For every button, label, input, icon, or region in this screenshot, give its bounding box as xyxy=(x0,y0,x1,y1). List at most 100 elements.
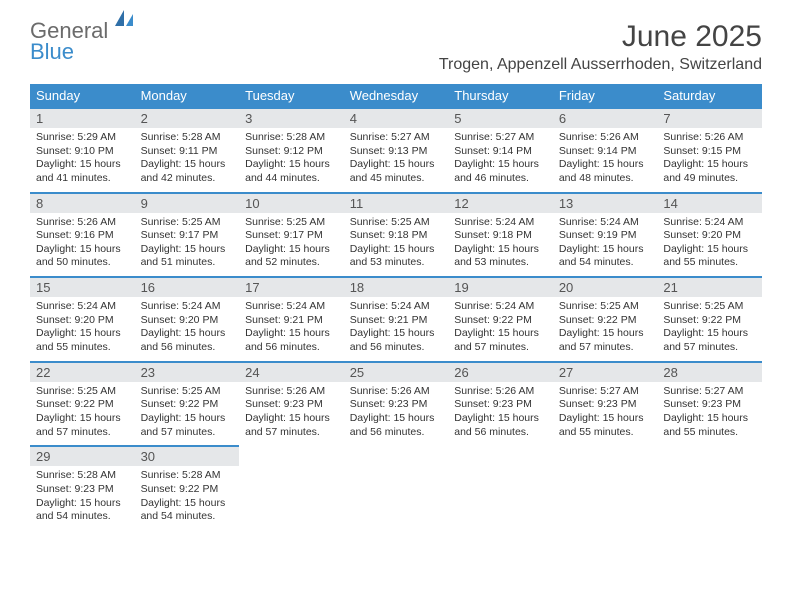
sunrise-text: Sunrise: 5:24 AM xyxy=(36,300,129,314)
daylight-text: Daylight: 15 hours and 48 minutes. xyxy=(559,158,652,185)
calendar-cell: 13Sunrise: 5:24 AMSunset: 9:19 PMDayligh… xyxy=(553,192,658,277)
day-number: 19 xyxy=(448,276,553,297)
day-number: 11 xyxy=(344,192,449,213)
daylight-text: Daylight: 15 hours and 50 minutes. xyxy=(36,243,129,270)
weekday-header: Thursday xyxy=(448,84,553,107)
calendar-cell: 11Sunrise: 5:25 AMSunset: 9:18 PMDayligh… xyxy=(344,192,449,277)
sunset-text: Sunset: 9:21 PM xyxy=(350,314,443,328)
calendar-cell: 4Sunrise: 5:27 AMSunset: 9:13 PMDaylight… xyxy=(344,107,449,192)
calendar-cell: 15Sunrise: 5:24 AMSunset: 9:20 PMDayligh… xyxy=(30,276,135,361)
sunrise-text: Sunrise: 5:26 AM xyxy=(454,385,547,399)
sunrise-text: Sunrise: 5:24 AM xyxy=(663,216,756,230)
calendar-cell: .. xyxy=(448,445,553,530)
daylight-text: Daylight: 15 hours and 57 minutes. xyxy=(559,327,652,354)
day-number: 28 xyxy=(657,361,762,382)
day-data: Sunrise: 5:24 AMSunset: 9:21 PMDaylight:… xyxy=(344,297,449,361)
location-subtitle: Trogen, Appenzell Ausserrhoden, Switzerl… xyxy=(439,56,762,74)
sunset-text: Sunset: 9:20 PM xyxy=(663,229,756,243)
daylight-text: Daylight: 15 hours and 54 minutes. xyxy=(559,243,652,270)
logo: General Blue xyxy=(30,20,135,63)
calendar-cell: 20Sunrise: 5:25 AMSunset: 9:22 PMDayligh… xyxy=(553,276,658,361)
weekday-header: Wednesday xyxy=(344,84,449,107)
daylight-text: Daylight: 15 hours and 49 minutes. xyxy=(663,158,756,185)
calendar-cell: 29Sunrise: 5:28 AMSunset: 9:23 PMDayligh… xyxy=(30,445,135,530)
day-number: 30 xyxy=(135,445,240,466)
sunset-text: Sunset: 9:14 PM xyxy=(454,145,547,159)
header: General Blue June 2025 Trogen, Appenzell… xyxy=(0,0,792,74)
calendar-cell: .. xyxy=(344,445,449,530)
sunset-text: Sunset: 9:10 PM xyxy=(36,145,129,159)
sunrise-text: Sunrise: 5:24 AM xyxy=(559,216,652,230)
sunset-text: Sunset: 9:23 PM xyxy=(454,398,547,412)
day-data: Sunrise: 5:25 AMSunset: 9:22 PMDaylight:… xyxy=(135,382,240,446)
day-data: Sunrise: 5:24 AMSunset: 9:18 PMDaylight:… xyxy=(448,213,553,277)
day-data: Sunrise: 5:25 AMSunset: 9:22 PMDaylight:… xyxy=(553,297,658,361)
day-data: Sunrise: 5:27 AMSunset: 9:13 PMDaylight:… xyxy=(344,128,449,192)
daylight-text: Daylight: 15 hours and 53 minutes. xyxy=(454,243,547,270)
day-data: Sunrise: 5:25 AMSunset: 9:17 PMDaylight:… xyxy=(239,213,344,277)
daylight-text: Daylight: 15 hours and 57 minutes. xyxy=(454,327,547,354)
calendar-cell: 10Sunrise: 5:25 AMSunset: 9:17 PMDayligh… xyxy=(239,192,344,277)
sunset-text: Sunset: 9:21 PM xyxy=(245,314,338,328)
weekday-row: SundayMondayTuesdayWednesdayThursdayFrid… xyxy=(30,84,762,107)
calendar-cell: 14Sunrise: 5:24 AMSunset: 9:20 PMDayligh… xyxy=(657,192,762,277)
calendar-cell: .. xyxy=(239,445,344,530)
day-data: Sunrise: 5:28 AMSunset: 9:11 PMDaylight:… xyxy=(135,128,240,192)
day-number: 22 xyxy=(30,361,135,382)
day-number: 5 xyxy=(448,107,553,128)
month-title: June 2025 xyxy=(439,20,762,54)
sunrise-text: Sunrise: 5:27 AM xyxy=(559,385,652,399)
daylight-text: Daylight: 15 hours and 56 minutes. xyxy=(245,327,338,354)
calendar-cell: 23Sunrise: 5:25 AMSunset: 9:22 PMDayligh… xyxy=(135,361,240,446)
daylight-text: Daylight: 15 hours and 56 minutes. xyxy=(350,327,443,354)
day-number: 3 xyxy=(239,107,344,128)
day-number: 7 xyxy=(657,107,762,128)
daylight-text: Daylight: 15 hours and 57 minutes. xyxy=(36,412,129,439)
sunset-text: Sunset: 9:12 PM xyxy=(245,145,338,159)
sunrise-text: Sunrise: 5:25 AM xyxy=(350,216,443,230)
title-block: June 2025 Trogen, Appenzell Ausserrhoden… xyxy=(439,20,762,74)
calendar-week-row: 8Sunrise: 5:26 AMSunset: 9:16 PMDaylight… xyxy=(30,192,762,277)
daylight-text: Daylight: 15 hours and 55 minutes. xyxy=(663,243,756,270)
calendar-cell: 7Sunrise: 5:26 AMSunset: 9:15 PMDaylight… xyxy=(657,107,762,192)
day-number: 2 xyxy=(135,107,240,128)
calendar-cell: 17Sunrise: 5:24 AMSunset: 9:21 PMDayligh… xyxy=(239,276,344,361)
day-data: Sunrise: 5:24 AMSunset: 9:20 PMDaylight:… xyxy=(135,297,240,361)
sunset-text: Sunset: 9:23 PM xyxy=(245,398,338,412)
day-number: 10 xyxy=(239,192,344,213)
sunset-text: Sunset: 9:22 PM xyxy=(454,314,547,328)
day-data: Sunrise: 5:28 AMSunset: 9:12 PMDaylight:… xyxy=(239,128,344,192)
daylight-text: Daylight: 15 hours and 55 minutes. xyxy=(36,327,129,354)
sunset-text: Sunset: 9:18 PM xyxy=(350,229,443,243)
day-data: Sunrise: 5:27 AMSunset: 9:23 PMDaylight:… xyxy=(657,382,762,446)
day-number: 25 xyxy=(344,361,449,382)
daylight-text: Daylight: 15 hours and 57 minutes. xyxy=(141,412,234,439)
sunrise-text: Sunrise: 5:27 AM xyxy=(350,131,443,145)
calendar-body: 1Sunrise: 5:29 AMSunset: 9:10 PMDaylight… xyxy=(30,107,762,530)
sunrise-text: Sunrise: 5:24 AM xyxy=(141,300,234,314)
sunset-text: Sunset: 9:23 PM xyxy=(36,483,129,497)
calendar-cell: .. xyxy=(657,445,762,530)
sunset-text: Sunset: 9:17 PM xyxy=(245,229,338,243)
calendar-cell: 19Sunrise: 5:24 AMSunset: 9:22 PMDayligh… xyxy=(448,276,553,361)
sunrise-text: Sunrise: 5:29 AM xyxy=(36,131,129,145)
day-number: 6 xyxy=(553,107,658,128)
calendar-cell: 12Sunrise: 5:24 AMSunset: 9:18 PMDayligh… xyxy=(448,192,553,277)
day-number: 21 xyxy=(657,276,762,297)
day-data: Sunrise: 5:24 AMSunset: 9:21 PMDaylight:… xyxy=(239,297,344,361)
sunrise-text: Sunrise: 5:28 AM xyxy=(141,131,234,145)
day-data: Sunrise: 5:25 AMSunset: 9:22 PMDaylight:… xyxy=(30,382,135,446)
day-number: 1 xyxy=(30,107,135,128)
sunrise-text: Sunrise: 5:28 AM xyxy=(245,131,338,145)
daylight-text: Daylight: 15 hours and 56 minutes. xyxy=(141,327,234,354)
day-data: Sunrise: 5:24 AMSunset: 9:22 PMDaylight:… xyxy=(448,297,553,361)
calendar-cell: 9Sunrise: 5:25 AMSunset: 9:17 PMDaylight… xyxy=(135,192,240,277)
sunset-text: Sunset: 9:23 PM xyxy=(350,398,443,412)
sunrise-text: Sunrise: 5:26 AM xyxy=(245,385,338,399)
weekday-header: Sunday xyxy=(30,84,135,107)
sunrise-text: Sunrise: 5:25 AM xyxy=(141,216,234,230)
day-data: Sunrise: 5:29 AMSunset: 9:10 PMDaylight:… xyxy=(30,128,135,192)
calendar-cell: 16Sunrise: 5:24 AMSunset: 9:20 PMDayligh… xyxy=(135,276,240,361)
sunset-text: Sunset: 9:20 PM xyxy=(36,314,129,328)
calendar-cell: 1Sunrise: 5:29 AMSunset: 9:10 PMDaylight… xyxy=(30,107,135,192)
